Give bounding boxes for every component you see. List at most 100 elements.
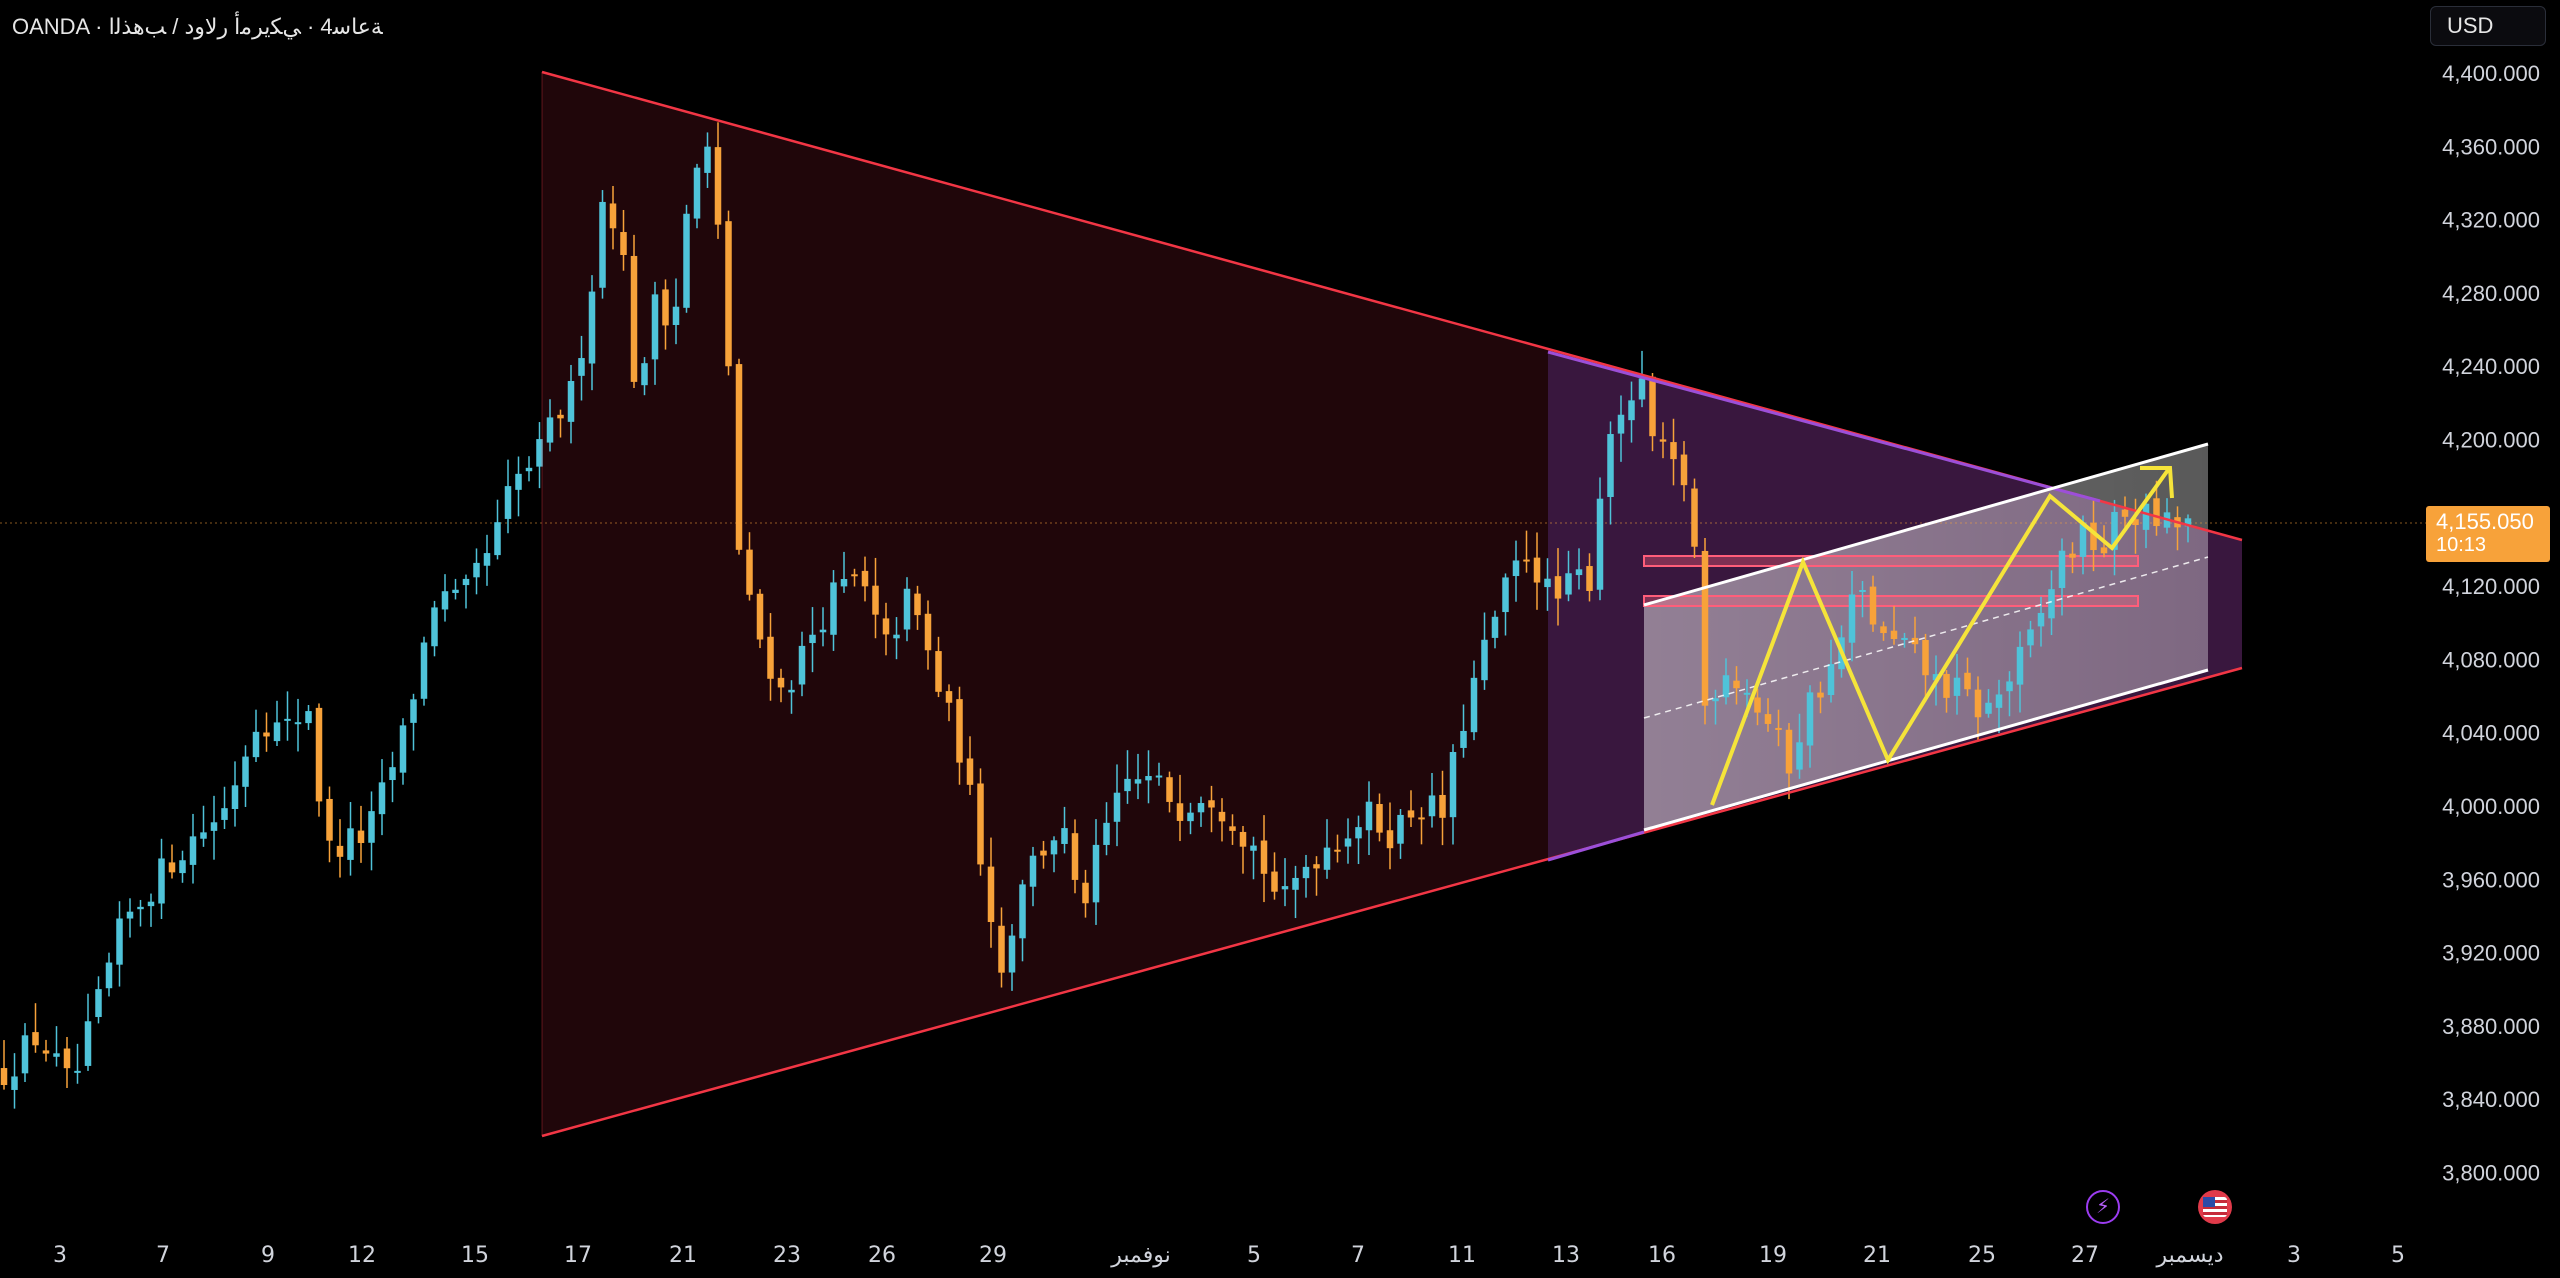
time-axis[interactable]: 3 7 9 12 15 17 21 23 26 29 نوفمبر 5 7 11 13 16 19 21 25 27 د… [53, 1243, 2405, 1268]
candle-down [1271, 871, 1278, 892]
candle-up [1050, 840, 1058, 855]
candle-up [231, 785, 239, 809]
candle-up [1250, 845, 1257, 851]
candle-down [1040, 850, 1047, 856]
candle-down [851, 574, 858, 577]
y-tick-label: 4,080.000 [2442, 647, 2540, 672]
candle-up [672, 306, 680, 326]
candle-up [599, 201, 606, 288]
candle-down [977, 783, 984, 865]
us-flag-icon[interactable] [2198, 1190, 2232, 1224]
candle-down [1554, 576, 1562, 599]
candle-up [494, 522, 501, 556]
candle-down [2069, 553, 2076, 558]
candle-up [431, 607, 438, 647]
projection-arrowhead [2140, 466, 2174, 499]
candle-up [2058, 550, 2066, 588]
candle-up [221, 808, 228, 820]
candle-down [914, 593, 921, 616]
last-price-value: 4,155.050 [2436, 509, 2534, 534]
candle-down [2132, 519, 2139, 526]
y-tick-label: 4,400.000 [2442, 61, 2540, 86]
candle-down [620, 232, 627, 255]
x-tick-label: 16 [1648, 1243, 1676, 1268]
candle-down [1313, 864, 1320, 869]
resistance-zone-lower [1643, 595, 2139, 607]
x-tick-label: 12 [348, 1243, 376, 1268]
candle-down [1218, 811, 1226, 822]
x-tick-label: 27 [2071, 1243, 2099, 1268]
candle-up [273, 722, 281, 742]
candle-up [252, 731, 260, 758]
x-tick-label: 21 [1863, 1243, 1891, 1268]
candle-up [1596, 498, 1604, 590]
candle-up [179, 860, 186, 874]
candle-up [1848, 594, 1856, 643]
last-price-tag: 4,155.050 10:13 [2426, 506, 2550, 562]
candle-down [956, 699, 963, 763]
candle-down [725, 221, 732, 367]
candle-up [305, 711, 312, 724]
candle-down [1764, 714, 1772, 724]
y-tick-label: 4,120.000 [2442, 574, 2540, 599]
candle-down [1775, 727, 1782, 730]
candle-up [651, 294, 659, 360]
candle-down [32, 1032, 39, 1046]
candle-up [420, 642, 428, 699]
price-axis[interactable]: 4,400.000 4,360.000 4,320.000 4,280.000 4,24… [2442, 61, 2540, 1186]
candle-up [546, 417, 554, 443]
symbol-title: OANDA · ﺔﻋﺎﺳ4 · ﻲﻜﻳﺮﻣﺃ ﺭﻻﻭﺩ / ﺐﻫﺬﻟﺍ [12, 14, 383, 39]
candle-up [74, 1070, 81, 1073]
candle-up [1481, 639, 1488, 681]
candle-down [168, 862, 176, 873]
candle-up [452, 589, 459, 593]
currency-button[interactable]: USD [2430, 6, 2546, 46]
x-tick-label: 3 [2287, 1243, 2301, 1268]
candle-up [2006, 681, 2013, 692]
candle-up [798, 645, 806, 685]
candle-down [1166, 777, 1173, 802]
candle-up [1859, 589, 1866, 592]
candle-down [1082, 882, 1089, 904]
x-tick-label: 5 [2391, 1243, 2405, 1268]
candle-up [105, 962, 113, 989]
candle-up [21, 1035, 29, 1074]
candle-down [1964, 672, 1971, 690]
candle-down [1754, 697, 1761, 713]
lightning-icon[interactable]: ⚡ [2086, 1190, 2120, 1224]
candle-up [1134, 779, 1142, 784]
candle-up [525, 467, 533, 472]
candle-up [11, 1076, 18, 1090]
candle-up [1491, 616, 1499, 638]
candle-up [1187, 812, 1194, 822]
candle-down [0, 1068, 8, 1086]
candle-up [1460, 730, 1467, 748]
candle-up [1092, 844, 1100, 903]
candle-up [1722, 675, 1730, 698]
x-tick-label: نوفمبر [1110, 1243, 1171, 1268]
candle-down [263, 732, 270, 737]
candle-up [1428, 795, 1436, 817]
candle-up [693, 167, 701, 219]
y-tick-label: 4,320.000 [2442, 208, 2540, 233]
candle-up [483, 553, 491, 566]
candle-down [1439, 794, 1446, 818]
candle-up [53, 1053, 60, 1057]
x-tick-label: 19 [1759, 1243, 1787, 1268]
x-tick-label: 23 [773, 1243, 801, 1268]
x-tick-label: 15 [461, 1243, 489, 1268]
candle-down [1691, 488, 1698, 547]
candle-down [998, 925, 1005, 973]
candle-down [882, 618, 890, 635]
candle-down [2090, 522, 2097, 551]
candle-down [1680, 454, 1688, 486]
triangle-lower-line [541, 666, 2243, 1138]
candle-down [42, 1050, 50, 1054]
candle-down [1376, 804, 1383, 833]
candle-up [1827, 664, 1835, 696]
candle-up [1019, 884, 1026, 939]
candle-down [861, 570, 869, 587]
candle-down [63, 1048, 71, 1069]
candle-down [872, 585, 879, 615]
